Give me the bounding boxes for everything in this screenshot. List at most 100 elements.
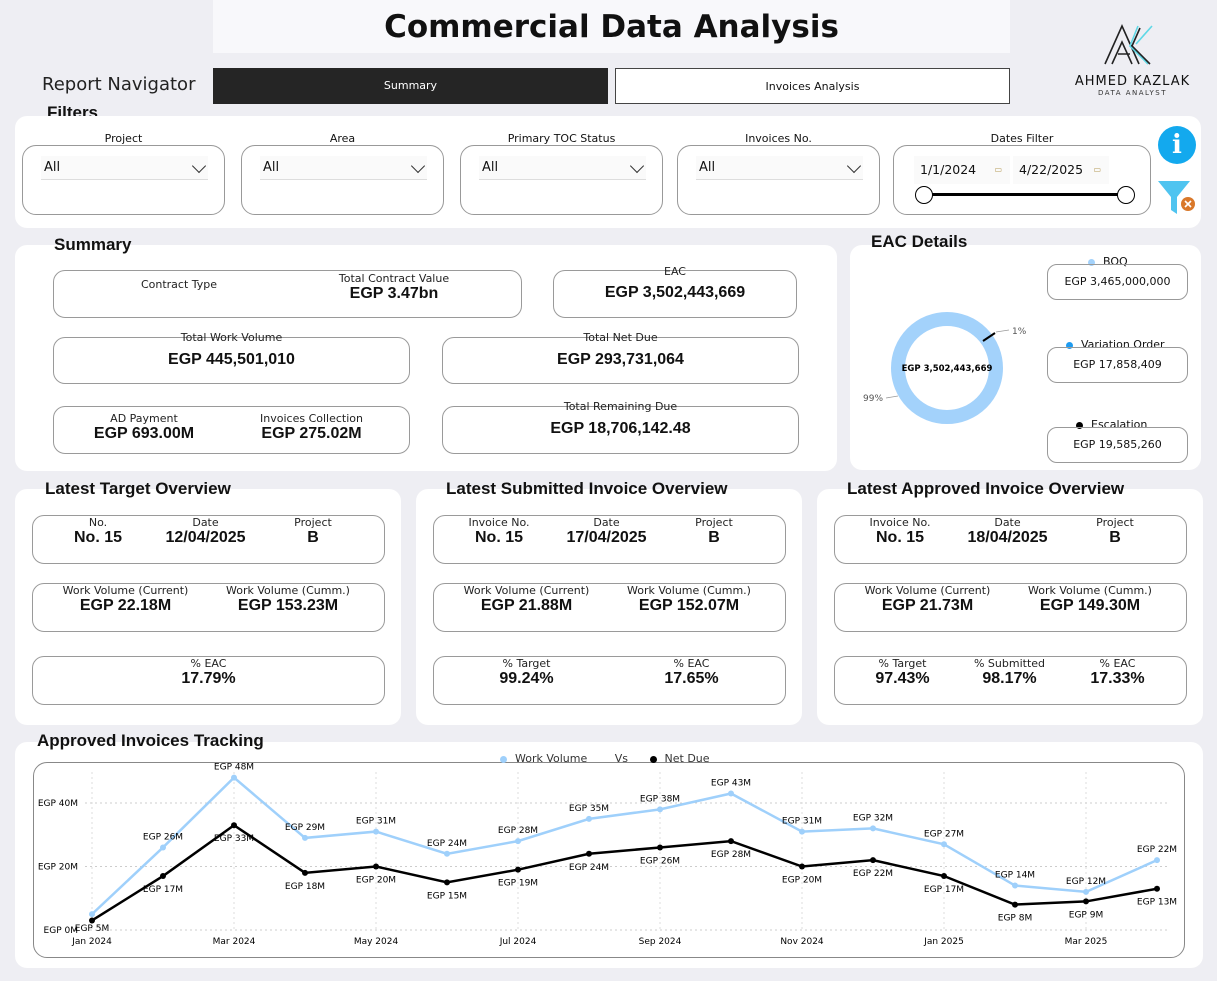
- project-label: Project: [695, 516, 733, 529]
- project-dropdown[interactable]: All: [41, 156, 208, 180]
- wv-cumm-label: Work Volume (Cumm.): [627, 584, 751, 597]
- submitted-pct-value: 98.17%: [982, 670, 1037, 687]
- wv-cumm-label: Work Volume (Cumm.): [226, 584, 350, 597]
- payments-card: AD Payment EGP 693.00M Invoices Collectio…: [53, 406, 410, 454]
- variation-dot-icon: [1066, 341, 1073, 349]
- total-work-volume-value: EGP 445,501,010: [168, 351, 295, 368]
- total-net-due-value: EGP 293,731,064: [557, 351, 684, 368]
- wv-current-label: Work Volume (Current): [62, 584, 189, 597]
- invoices-no-dropdown[interactable]: All: [696, 156, 863, 180]
- escalation-dot-icon: [1076, 421, 1083, 429]
- wv-current-value: EGP 21.73M: [881, 597, 974, 614]
- approved-pct-card: % Target 97.43% % Submitted 98.17% % EAC 17…: [834, 656, 1187, 705]
- approved-info-card: Invoice No. No. 15 Date 18/04/2025 Project…: [834, 515, 1187, 564]
- eac-pct-value: 17.33%: [1090, 670, 1145, 687]
- approved-overview-title: Latest Approved Invoice Overview: [847, 479, 1125, 498]
- logo-subtitle: DATA ANALYST: [1097, 89, 1168, 97]
- date-slider-track[interactable]: [924, 193, 1126, 196]
- total-net-due-card: Total Net Due EGP 293,731,064: [442, 331, 799, 384]
- no-label: No.: [88, 516, 108, 529]
- project-value: B: [1109, 529, 1121, 546]
- eac-pct-label: % EAC: [1099, 657, 1136, 670]
- submitted-info-card: Invoice No. No. 15 Date 17/04/2025 Project…: [433, 515, 786, 564]
- wv-cumm-value: EGP 152.07M: [638, 597, 740, 614]
- invoices-collection-value: EGP 275.02M: [261, 425, 362, 442]
- invoice-no-value: No. 15: [875, 529, 924, 546]
- summary-title: Summary: [54, 235, 132, 254]
- dropdown-value: All: [699, 160, 716, 175]
- submitted-overview-panel: [416, 489, 802, 725]
- date-label: Date: [994, 516, 1021, 529]
- start-date-input[interactable]: 1/1/2024 ▭: [914, 156, 1010, 184]
- area-filter[interactable]: All: [241, 145, 444, 215]
- chevron-down-icon: [846, 158, 862, 174]
- approved-overview-panel: [817, 489, 1203, 725]
- eac-details-title: EAC Details: [871, 232, 968, 251]
- boq-card: EGP 3,465,000,000: [1047, 264, 1188, 300]
- wv-current-label: Work Volume (Current): [463, 584, 590, 597]
- variation-card: EGP 17,858,409: [1047, 347, 1188, 383]
- invoice-no-value: No. 15: [474, 529, 523, 546]
- donut-pct-major: 99%: [863, 394, 883, 404]
- invoice-no-label: Invoice No.: [869, 516, 931, 529]
- eac-pct-label: % EAC: [673, 657, 710, 670]
- submitted-pct-label: % Submitted: [973, 657, 1046, 670]
- calendar-icon: ▭: [994, 165, 1002, 174]
- info-icon[interactable]: i: [1158, 126, 1196, 164]
- total-net-due-label: Total Net Due: [583, 331, 658, 344]
- area-dropdown[interactable]: All: [260, 156, 427, 180]
- ad-payment-label: AD Payment: [110, 412, 178, 425]
- total-work-volume-label: Total Work Volume: [180, 331, 283, 344]
- legend-vs: Vs: [614, 752, 629, 765]
- chevron-down-icon: [629, 158, 645, 174]
- toc-status-filter[interactable]: All: [460, 145, 663, 215]
- donut-boq-segment[interactable]: [891, 312, 1003, 424]
- date-value: 12/04/2025: [165, 529, 246, 546]
- wv-cumm-value: EGP 153.23M: [237, 597, 339, 614]
- total-work-volume-card: Total Work Volume EGP 445,501,010: [53, 331, 410, 384]
- donut-pct-minor: 1%: [1012, 327, 1027, 337]
- legend-work-volume[interactable]: Work Volume: [515, 752, 588, 765]
- toc-status-dropdown[interactable]: All: [479, 156, 646, 180]
- date-value: 18/04/2025: [967, 529, 1048, 546]
- end-date-input[interactable]: 4/22/2025 ▭: [1013, 156, 1109, 184]
- tab-invoices-analysis[interactable]: Invoices Analysis: [615, 68, 1010, 104]
- start-date-value: 1/1/2024: [920, 162, 977, 177]
- filter-label: Area: [329, 132, 356, 145]
- ad-payment-value: EGP 693.00M: [93, 425, 195, 442]
- target-wv-card: Work Volume (Current) EGP 22.18M Work Vol…: [32, 583, 385, 632]
- submitted-wv-card: Work Volume (Current) EGP 21.88M Work Vol…: [433, 583, 786, 632]
- clear-filter-icon[interactable]: [1157, 180, 1199, 216]
- donut-escalation-segment[interactable]: [982, 332, 996, 342]
- eac-pct-label: % EAC: [190, 657, 227, 670]
- target-eac-card: % EAC 17.79%: [32, 656, 385, 705]
- filter-label: Invoices No.: [745, 132, 812, 145]
- no-value: No. 15: [73, 529, 122, 546]
- project-value: B: [307, 529, 319, 546]
- date-slider-start-handle[interactable]: [915, 186, 933, 204]
- summary-panel: [15, 245, 837, 471]
- target-info-card: No. No. 15 Date 12/04/2025 Project B: [32, 515, 385, 564]
- project-label: Project: [294, 516, 332, 529]
- approved-wv-card: Work Volume (Current) EGP 21.73M Work Vol…: [834, 583, 1187, 632]
- wv-current-value: EGP 21.88M: [480, 597, 573, 614]
- logo-name: AHMED KAZLAK: [1074, 74, 1191, 89]
- invoices-collection-label: Invoices Collection: [260, 412, 363, 425]
- tab-summary[interactable]: Summary: [213, 68, 608, 104]
- total-contract-value: EGP 3.47bn: [349, 285, 439, 302]
- target-overview-title: Latest Target Overview: [45, 479, 231, 498]
- project-filter[interactable]: All: [22, 145, 225, 215]
- net-due-legend-icon: [649, 755, 657, 763]
- chevron-down-icon: [410, 158, 426, 174]
- wv-cumm-value: EGP 149.30M: [1039, 597, 1141, 614]
- chevron-down-icon: [191, 158, 207, 174]
- end-date-value: 4/22/2025: [1019, 162, 1084, 177]
- dates-filter: 1/1/2024 ▭ 4/22/2025 ▭: [893, 145, 1151, 215]
- legend-net-due[interactable]: Net Due: [664, 752, 710, 765]
- eac-value: EGP 3,502,443,669: [604, 284, 746, 301]
- invoices-no-filter[interactable]: All: [677, 145, 880, 215]
- eac-card: EAC EGP 3,502,443,669: [553, 265, 797, 318]
- date-slider-end-handle[interactable]: [1117, 186, 1135, 204]
- eac-pct-value: 17.79%: [181, 670, 236, 687]
- contract-type-label: Contract Type: [140, 278, 218, 291]
